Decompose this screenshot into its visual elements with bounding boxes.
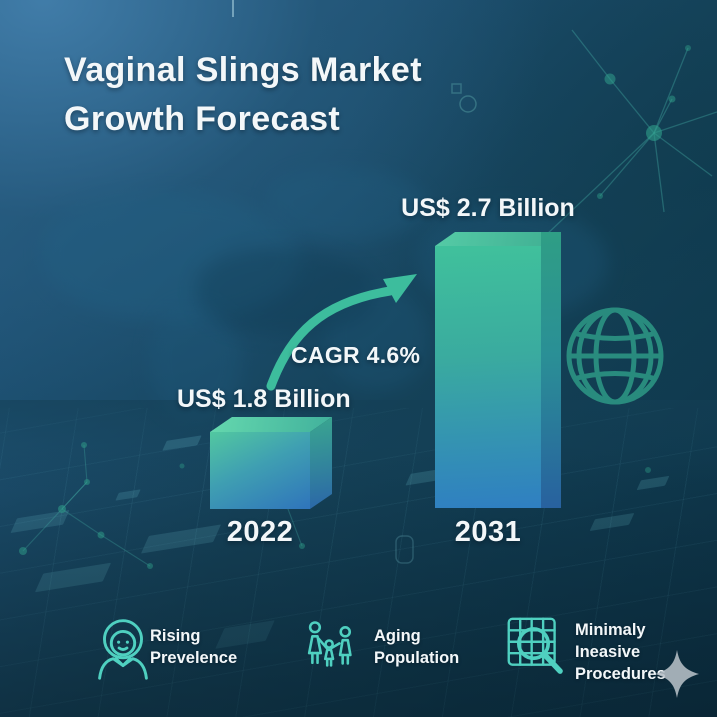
growth-arrow-icon (266, 274, 417, 391)
factor-line: Ineasive (575, 643, 641, 661)
axis-label-2022: 2022 (226, 516, 294, 548)
map-landmass (196, 248, 376, 336)
cagr-label: CAGR 4.6% (291, 342, 421, 368)
globe-icon (566, 307, 664, 405)
scattered-shapes (232, 0, 477, 564)
value-label-2022: US$ 1.8 Billion (177, 385, 351, 413)
page-title-line1: Vaginal Slings Market (64, 51, 422, 89)
factor-line: Rising (150, 627, 201, 645)
bar-2031-top-face (435, 232, 561, 246)
bar-2022-top-face (210, 417, 332, 432)
factor-line: Prevelence (150, 649, 238, 667)
factor-label-rising-prevelence: Rising Prevelence (150, 625, 237, 669)
factor-line: Procedures (575, 665, 666, 683)
bar-2031-side-face (541, 232, 561, 508)
family-icon (304, 619, 362, 673)
floor-fade (0, 400, 717, 490)
value-label-2031: US$ 2.7 Billion (401, 194, 575, 222)
page-title-line2: Growth Forecast (64, 100, 341, 138)
network-plexus-top-right (544, 29, 717, 237)
factor-label-minimally-invasive: Minimaly Ineasive Procedures (575, 619, 666, 685)
factor-line: Population (374, 649, 460, 667)
magnifier-grid-icon (506, 616, 572, 684)
axis-label-2031: 2031 (454, 516, 522, 548)
sparkle-icon (655, 650, 699, 703)
bar-2022-front-face (210, 432, 310, 509)
map-landmass (42, 192, 300, 320)
network-nodes-bottom-left (19, 428, 651, 569)
factor-line: Aging (374, 627, 421, 645)
page-title: Vaginal Slings Market Growth Forecast (64, 46, 422, 144)
bar-2022-side-face (310, 417, 332, 509)
bar-2031-front-face (435, 246, 541, 508)
factor-line: Minimaly (575, 621, 646, 639)
factor-label-aging-population: Aging Population (374, 625, 459, 669)
map-landmass (268, 168, 426, 240)
woman-icon (84, 613, 162, 683)
